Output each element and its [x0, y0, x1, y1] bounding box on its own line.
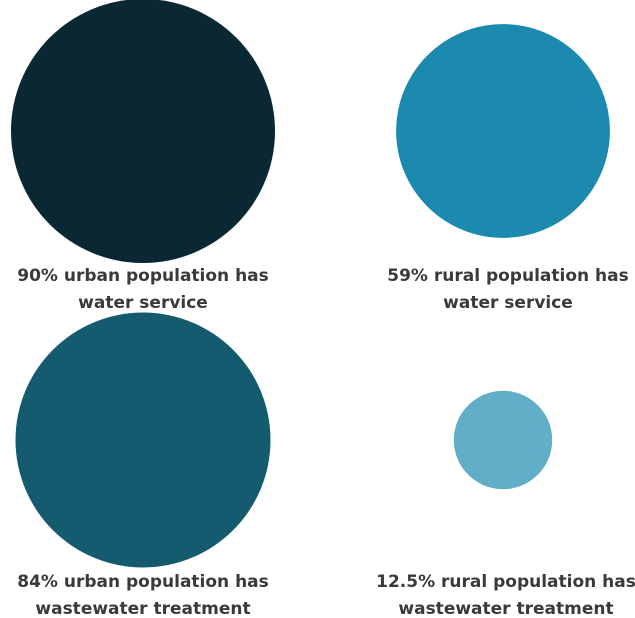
bubble-label-rural-wastewater-line1: 12.5% rural population has: [376, 572, 635, 592]
bubble-group-1: 59% rural population has water service: [387, 24, 629, 313]
bubble-label-rural-wastewater-line2: wastewater treatment: [398, 599, 613, 618]
bubble-label-rural-water-line1: 59% rural population has: [387, 266, 628, 286]
bubble-rural-wastewater-treatment: [453, 390, 553, 490]
bubble-group-3: 12.5% rural population has wastewater tr…: [376, 390, 635, 618]
bubble-urban-wastewater-treatment: [15, 312, 271, 568]
bubble-label-urban-water-line2: water service: [78, 293, 208, 313]
bubble-label-urban-wastewater-line2: wastewater treatment: [35, 599, 250, 618]
bubble-group-0: 90% urban population has water service: [11, 0, 275, 313]
bubble-group-2: 84% urban population has wastewater trea…: [15, 312, 271, 618]
bubble-urban-water-service: [11, 0, 275, 263]
bubble-rural-water-service: [396, 24, 610, 238]
bubble-label-urban-water-line1: 90% urban population has: [17, 266, 269, 286]
bubble-label-rural-water-line2: water service: [443, 293, 573, 313]
bubble-label-urban-wastewater-line1: 84% urban population has: [17, 572, 269, 592]
